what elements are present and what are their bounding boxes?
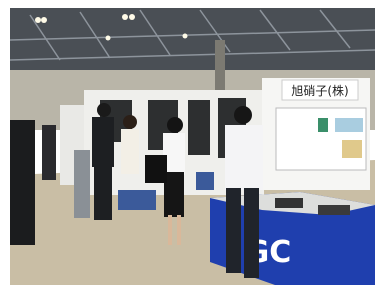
- poster: [188, 100, 210, 155]
- person: [92, 117, 114, 167]
- person: [10, 120, 35, 245]
- person: [121, 129, 139, 174]
- head: [97, 103, 111, 117]
- poster-image: [342, 140, 362, 158]
- chair: [118, 190, 156, 210]
- head: [234, 106, 252, 124]
- sign-text: 旭硝子(株): [291, 83, 348, 98]
- light: [41, 17, 47, 23]
- light: [35, 17, 41, 23]
- exhibit: [275, 198, 303, 208]
- person: [225, 125, 263, 190]
- light: [129, 14, 135, 20]
- photo: 旭硝子(株) GC: [0, 0, 383, 290]
- light: [122, 14, 128, 20]
- legs: [94, 165, 112, 220]
- chair: [196, 172, 214, 190]
- light: [183, 34, 188, 39]
- machine: [74, 150, 90, 218]
- person: [42, 125, 56, 180]
- bag: [145, 155, 167, 183]
- legs: [168, 215, 172, 245]
- poster-image: [335, 118, 363, 132]
- poster-image: [318, 118, 328, 132]
- light: [106, 36, 111, 41]
- exhibit: [318, 205, 350, 215]
- info-poster: [276, 108, 366, 170]
- legs: [226, 188, 241, 273]
- legs: [177, 215, 181, 245]
- legs: [244, 188, 259, 278]
- head: [167, 117, 183, 133]
- head: [123, 115, 137, 129]
